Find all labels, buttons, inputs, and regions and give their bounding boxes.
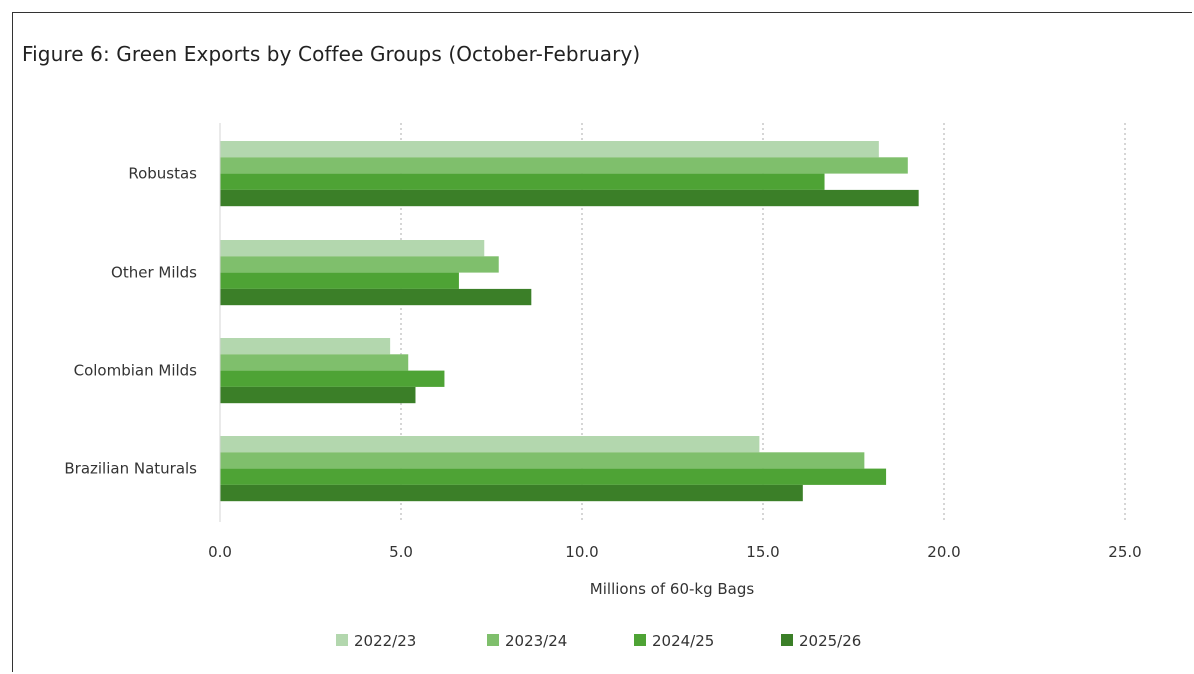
bar-other-milds-2022-23 <box>220 240 485 257</box>
bar-robustas-2024-25 <box>220 173 825 190</box>
bar-robustas-2022-23 <box>220 141 879 158</box>
legend-swatch-2025-26 <box>781 634 793 646</box>
category-label-brazilian-naturals: Brazilian Naturals <box>64 460 197 478</box>
x-tick-label-5-0: 5.0 <box>389 543 413 561</box>
bar-robustas-2023-24 <box>220 157 908 174</box>
bar-colombian-milds-2023-24 <box>220 354 409 371</box>
bar-brazilian-naturals-2022-23 <box>220 436 760 453</box>
chart-frame <box>12 12 1192 672</box>
x-tick-label-10-0: 10.0 <box>565 543 598 561</box>
bar-colombian-milds-2022-23 <box>220 338 391 355</box>
category-label-other-milds: Other Milds <box>111 264 197 282</box>
bar-colombian-milds-2025-26 <box>220 386 416 404</box>
bar-brazilian-naturals-2025-26 <box>220 484 803 502</box>
x-axis-title: Millions of 60-kg Bags <box>590 580 755 598</box>
bar-robustas-2025-26 <box>220 189 919 207</box>
legend-swatch-2022-23 <box>336 634 348 646</box>
category-label-colombian-milds: Colombian Milds <box>74 362 198 380</box>
x-tick-label-15-0: 15.0 <box>746 543 779 561</box>
legend-label-2024-25: 2024/25 <box>652 632 714 650</box>
bar-other-milds-2024-25 <box>220 272 459 289</box>
x-tick-label-20-0: 20.0 <box>927 543 960 561</box>
x-tick-label-0-0: 0.0 <box>208 543 232 561</box>
bar-colombian-milds-2024-25 <box>220 370 445 387</box>
legend-label-2025-26: 2025/26 <box>799 632 861 650</box>
category-label-robustas: Robustas <box>128 165 197 183</box>
chart-title: Figure 6: Green Exports by Coffee Groups… <box>22 42 641 66</box>
bar-brazilian-naturals-2024-25 <box>220 468 887 485</box>
bar-other-milds-2025-26 <box>220 288 532 306</box>
legend-swatch-2023-24 <box>487 634 499 646</box>
legend-swatch-2024-25 <box>634 634 646 646</box>
legend-label-2023-24: 2023/24 <box>505 632 567 650</box>
x-tick-label-25-0: 25.0 <box>1108 543 1141 561</box>
legend-label-2022-23: 2022/23 <box>354 632 416 650</box>
bar-other-milds-2023-24 <box>220 256 499 273</box>
bar-brazilian-naturals-2023-24 <box>220 452 865 469</box>
